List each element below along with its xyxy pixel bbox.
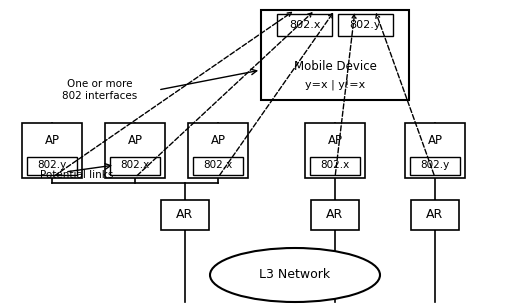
Bar: [27, 156, 77, 175]
Text: AP: AP: [127, 133, 142, 147]
Text: AR: AR: [426, 209, 443, 221]
Text: 802.x: 802.x: [320, 160, 349, 171]
Text: 802.x: 802.x: [120, 160, 149, 171]
Text: AP: AP: [211, 133, 226, 147]
Text: AP: AP: [428, 133, 442, 147]
Bar: [161, 200, 209, 230]
Bar: [410, 156, 460, 175]
Bar: [310, 156, 360, 175]
Ellipse shape: [210, 248, 380, 302]
Bar: [338, 14, 393, 36]
Text: 802.y: 802.y: [420, 160, 449, 171]
Text: AP: AP: [328, 133, 342, 147]
Text: L3 Network: L3 Network: [260, 269, 331, 282]
Text: One or more
802 interfaces: One or more 802 interfaces: [63, 79, 138, 101]
Bar: [405, 123, 465, 177]
Text: 802.x: 802.x: [289, 20, 320, 30]
Bar: [105, 123, 165, 177]
Text: y=x | y!=x: y=x | y!=x: [305, 80, 365, 90]
Text: Mobile Device: Mobile Device: [293, 60, 376, 74]
Bar: [277, 14, 332, 36]
Text: 802.x: 802.x: [204, 160, 233, 171]
Text: AP: AP: [44, 133, 60, 147]
Text: AR: AR: [326, 209, 343, 221]
Text: Potential links: Potential links: [40, 170, 114, 180]
Text: 802.y: 802.y: [37, 160, 67, 171]
Bar: [193, 156, 243, 175]
Bar: [305, 123, 365, 177]
Bar: [261, 10, 409, 100]
Bar: [22, 123, 82, 177]
Bar: [110, 156, 160, 175]
Bar: [411, 200, 459, 230]
Text: 802.y: 802.y: [350, 20, 381, 30]
Bar: [188, 123, 248, 177]
Text: AR: AR: [176, 209, 193, 221]
Bar: [311, 200, 359, 230]
